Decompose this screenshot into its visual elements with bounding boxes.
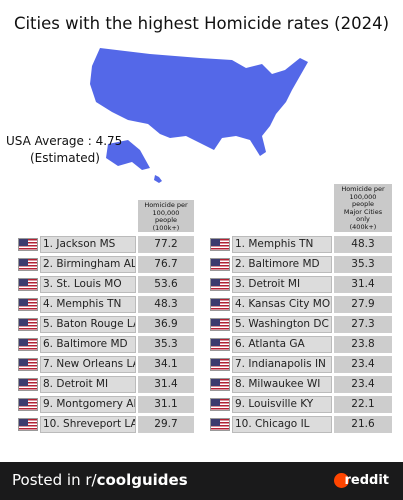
flag bbox=[18, 238, 38, 251]
subreddit[interactable]: coolguides bbox=[96, 471, 188, 489]
city-label: 6. Atlanta GA bbox=[232, 336, 332, 353]
footer-text: Posted in r/coolguides bbox=[12, 471, 188, 489]
footer-prefix: Posted in r/ bbox=[12, 471, 97, 489]
title: Cities with the highest Homicide rates (… bbox=[13, 14, 390, 33]
city-label: 10. Shreveport LA bbox=[40, 416, 136, 433]
rate-value: 27.9 bbox=[334, 296, 392, 313]
header-line: people bbox=[351, 200, 375, 208]
city-label: 7. Indianapolis IN bbox=[232, 356, 332, 373]
city-label: 2. Baltimore MD bbox=[232, 256, 332, 273]
flag bbox=[210, 298, 230, 311]
flag bbox=[18, 298, 38, 311]
header-line: Major Cities bbox=[343, 207, 383, 216]
rate-value: 76.7 bbox=[138, 256, 194, 273]
city-label: 2. Birmingham AL bbox=[40, 256, 136, 273]
header-line: Homicide per bbox=[341, 185, 385, 193]
header-line: people bbox=[154, 216, 178, 224]
rate-value: 34.1 bbox=[138, 356, 194, 373]
flag bbox=[18, 338, 38, 351]
city-label: 3. St. Louis MO bbox=[40, 276, 136, 293]
reddit-logo bbox=[334, 473, 349, 488]
flag bbox=[210, 418, 230, 431]
flag bbox=[210, 318, 230, 331]
rate-value: 31.1 bbox=[138, 396, 194, 413]
header-line: 100,000 bbox=[349, 192, 377, 201]
city-label: 8. Milwaukee WI bbox=[232, 376, 332, 393]
city-label: 1. Memphis TN bbox=[232, 236, 332, 253]
city-label: 9. Montgomery AL bbox=[40, 396, 136, 413]
city-label: 8. Detroit MI bbox=[40, 376, 136, 393]
column-header: Homicide per 100,000 people Major Cities onl… bbox=[334, 184, 392, 232]
flag bbox=[18, 278, 38, 291]
rate-value: 35.3 bbox=[138, 336, 194, 353]
rate-value: 31.4 bbox=[138, 376, 194, 393]
header-line: (400k+) bbox=[349, 222, 377, 231]
header-line: only bbox=[356, 215, 370, 223]
rate-value: 77.2 bbox=[138, 236, 194, 253]
rate-value: 27.3 bbox=[334, 316, 392, 333]
flag bbox=[18, 398, 38, 411]
city-label: 7. New Orleans LA bbox=[40, 356, 136, 373]
city-label: 5. Baton Rouge LA bbox=[40, 316, 136, 333]
flag bbox=[18, 258, 38, 271]
rate-value: 36.9 bbox=[138, 316, 194, 333]
flag bbox=[210, 398, 230, 411]
flag bbox=[210, 258, 230, 271]
rate-value: 23.4 bbox=[334, 376, 392, 393]
city-label: 1. Jackson MS bbox=[40, 236, 136, 253]
flag bbox=[18, 378, 38, 391]
flag bbox=[18, 358, 38, 371]
usa-average: USA Average : 4.75 bbox=[6, 134, 123, 148]
flag bbox=[210, 358, 230, 371]
rate-value: 22.1 bbox=[334, 396, 392, 413]
header-line: 100,000 bbox=[152, 208, 180, 217]
estimated-note: (Estimated) bbox=[30, 151, 100, 165]
flag bbox=[18, 418, 38, 431]
rate-value: 53.6 bbox=[138, 276, 194, 293]
flag bbox=[210, 338, 230, 351]
rate-value: 21.6 bbox=[334, 416, 392, 433]
flag bbox=[18, 318, 38, 331]
rate-value: 23.4 bbox=[334, 356, 392, 373]
column-header: Homicide per 100,000 people (100k+) bbox=[138, 200, 194, 232]
footer-bar: Posted in r/coolguides reddit bbox=[0, 462, 403, 500]
city-label: 5. Washington DC bbox=[232, 316, 332, 333]
rate-value: 35.3 bbox=[334, 256, 392, 273]
usa-map bbox=[90, 48, 308, 183]
header-line: Homicide per bbox=[144, 201, 188, 209]
city-label: 4. Memphis TN bbox=[40, 296, 136, 313]
flag bbox=[210, 378, 230, 391]
rate-value: 31.4 bbox=[334, 276, 392, 293]
rate-value: 48.3 bbox=[138, 296, 194, 313]
brand: reddit bbox=[344, 473, 389, 488]
city-label: 3. Detroit MI bbox=[232, 276, 332, 293]
flag bbox=[210, 238, 230, 251]
header-line: (100k+) bbox=[152, 223, 180, 232]
city-label: 4. Kansas City MO bbox=[232, 296, 332, 313]
rate-value: 29.7 bbox=[138, 416, 194, 433]
rate-value: 23.8 bbox=[334, 336, 392, 353]
city-label: 6. Baltimore MD bbox=[40, 336, 136, 353]
rate-value: 48.3 bbox=[334, 236, 392, 253]
city-label: 10. Chicago IL bbox=[232, 416, 332, 433]
city-label: 9. Louisville KY bbox=[232, 396, 332, 413]
flag bbox=[210, 278, 230, 291]
